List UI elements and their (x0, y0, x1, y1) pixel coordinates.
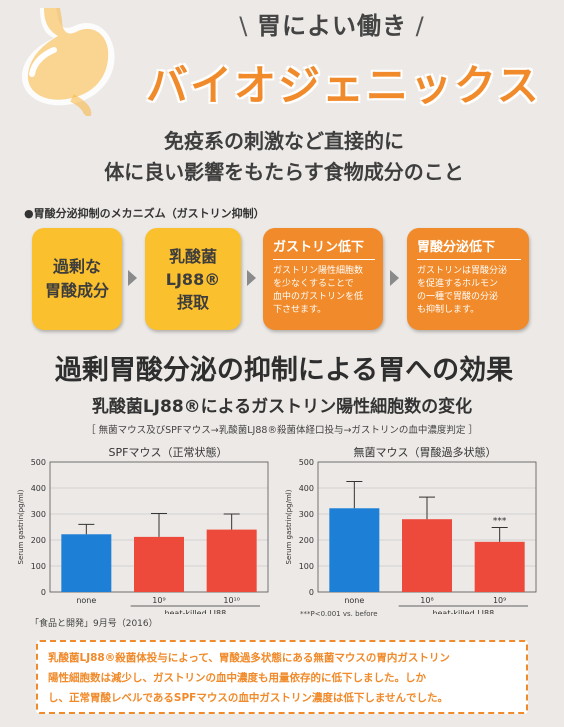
x-tick-label: 10⁹ (493, 596, 506, 605)
y-tick-label: 100 (31, 562, 46, 571)
y-tick-label: 200 (299, 536, 314, 545)
arrow-right-icon (247, 270, 256, 286)
bar-3 (474, 541, 525, 592)
bar-3 (206, 529, 257, 592)
subtitle-text: 胃によい働き (257, 12, 407, 40)
arrow-right-icon (128, 270, 137, 286)
mechanism-step-1: 過剰な 胃酸成分 (32, 228, 122, 330)
subtitle-right-slash: / (407, 12, 425, 40)
mechanism-step-4: 胃酸分泌低下 ガストリンは胃酸分泌 を促進するホルモン の一種で胃酸の分泌 も抑… (407, 228, 529, 330)
subtitle-left-slash: \ (239, 12, 257, 40)
chart-spf-mice: Serum gastrin(pg/ml) 0 100 200 300 400 500 none… (17, 458, 269, 614)
y-tick-label: 500 (299, 458, 314, 467)
y-tick-label: 300 (31, 510, 46, 519)
description-line-1: 免疫系の刺激など直接的に (164, 129, 404, 153)
chart-1-title: SPFマウス（正常状態） (108, 446, 228, 459)
bar-1 (329, 508, 380, 592)
subtitle: \ 胃によい働き / (224, 6, 440, 40)
mechanism-label-text: 胃酸分泌抑制のメカニズム（ガストリン抑制） (33, 207, 265, 220)
y-axis-label: Serum gastrin(pg/ml) (285, 489, 293, 564)
x-tick-label: 10¹⁰ (223, 596, 240, 605)
step-4-text: ガストリンは胃酸分泌 を促進するホルモン の一種で胃酸の分泌 も抑制します。 (417, 266, 508, 315)
y-tick-label: 500 (31, 458, 46, 467)
y-tick-label: 0 (309, 588, 314, 597)
bar-2 (134, 536, 184, 592)
bullet-icon: ● (24, 207, 34, 220)
chart-2-title: 無菌マウス（胃酸過多状態） (353, 446, 497, 459)
group-label: heat-killed LJ88 (432, 609, 494, 614)
mechanism-step-2: 乳酸菌 LJ88® 摂取 (145, 228, 241, 330)
y-axis-label: Serum gastrin(pg/ml) (17, 489, 25, 564)
x-tick-label: 10⁹ (152, 596, 165, 605)
description-line-2: 体に良い影響をもたらす食物成分のこと (104, 160, 464, 184)
x-tick-label: 10⁸ (420, 596, 433, 605)
y-tick-label: 0 (41, 588, 46, 597)
y-tick-label: 100 (299, 562, 314, 571)
y-tick-label: 200 (31, 536, 46, 545)
step-3-title: ガストリン低下 (273, 236, 375, 260)
significance-note: ***P<0.001 vs. before (300, 610, 378, 618)
conclusion-box: 乳酸菌LJ88®殺菌体投与によって、胃酸過多状態にある無菌マウスの胃内ガストリン… (36, 640, 528, 714)
step-3-text: ガストリン陽性細胞数 を少なくすることで 血中のガストリンを低 下させます。 (273, 266, 364, 315)
bar-2 (402, 519, 452, 592)
significance-marker: *** (493, 517, 507, 527)
description: 免疫系の刺激など直接的に 体に良い影響をもたらす食物成分のこと (48, 126, 520, 196)
mechanism-label: ●胃酸分泌抑制のメカニズム（ガストリン抑制） (24, 205, 265, 221)
group-label: heat-killed LJ88 (164, 609, 226, 614)
bar-1 (61, 534, 112, 592)
stomach-icon (21, 8, 115, 116)
x-tick-label: none (76, 596, 96, 605)
effect-title: 過剰胃酸分泌の抑制による胃への効果 (54, 355, 514, 386)
y-tick-label: 400 (299, 484, 314, 493)
mechanism-step-3: ガストリン低下 ガストリン陽性細胞数 を少なくすることで 血中のガストリンを低 … (263, 228, 383, 330)
y-tick-label: 300 (299, 510, 314, 519)
step-4-title: 胃酸分泌低下 (417, 236, 521, 260)
experiment-conditions: ［ 無菌マウス及びSPFマウス→乳酸菌LJ88®殺菌体経口投与→ガストリンの血中… (86, 425, 478, 436)
effect-subtitle: 乳酸菌LJ88®によるガストリン陽性細胞数の変化 (91, 397, 473, 417)
x-tick-label: none (344, 596, 364, 605)
arrow-right-icon (390, 270, 399, 286)
source-citation: 「食品と開発」9月号（2016） (30, 619, 158, 629)
chart-germfree-mice: Serum gastrin(pg/ml) 0 100 200 300 400 500 none… (285, 458, 537, 614)
y-tick-label: 400 (31, 484, 46, 493)
main-title: バイオジェニックス (146, 61, 541, 110)
